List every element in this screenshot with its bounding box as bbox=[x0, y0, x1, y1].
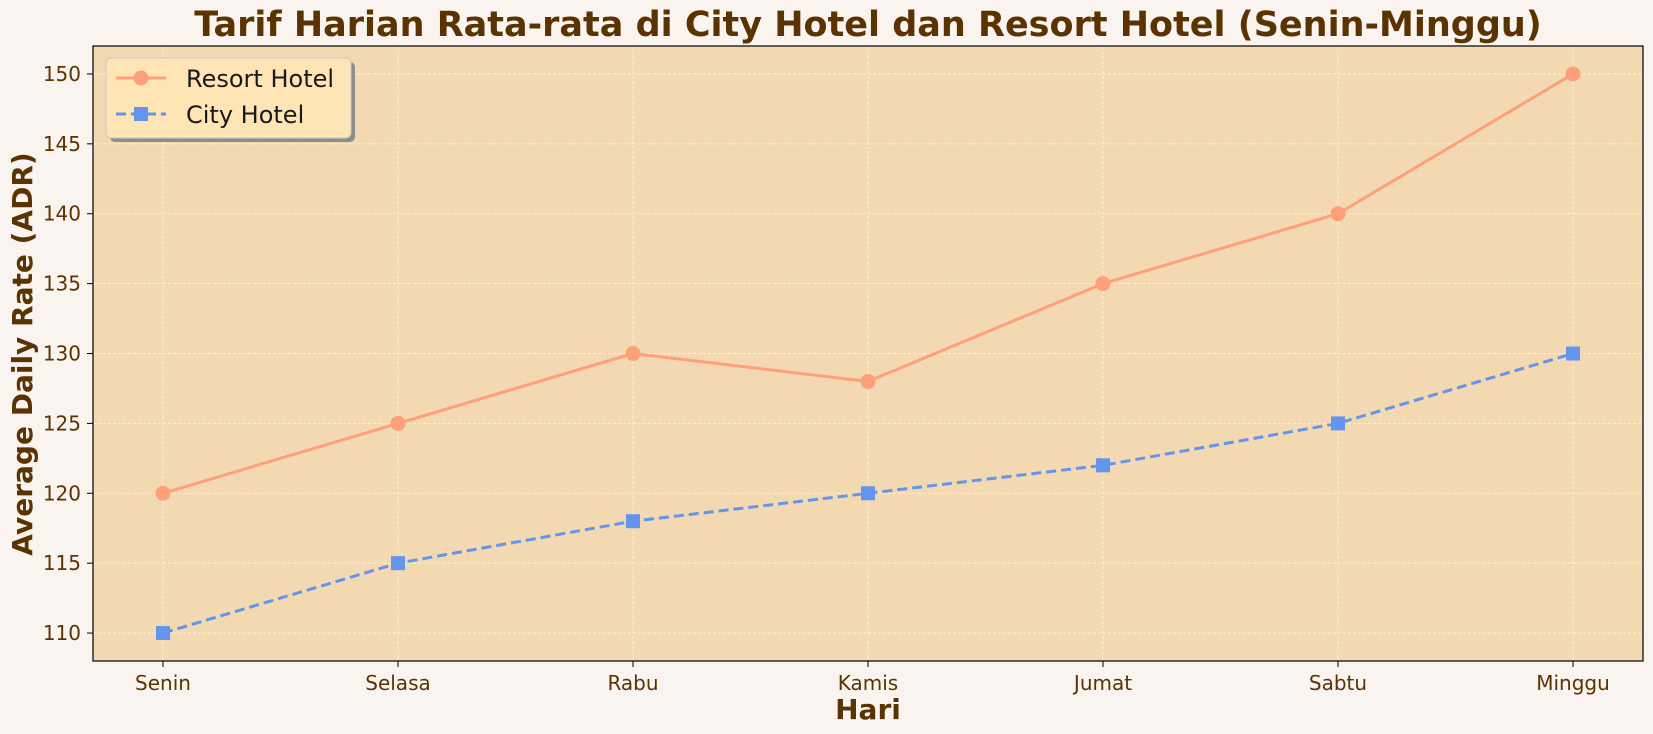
y-tick-label: 140 bbox=[43, 202, 81, 226]
x-tick-label: Minggu bbox=[1536, 671, 1610, 695]
data-point-city-hotel bbox=[1331, 416, 1345, 431]
y-tick-label: 130 bbox=[43, 342, 81, 366]
data-point-resort-hotel bbox=[390, 415, 406, 431]
chart-title: Tarif Harian Rata-rata di City Hotel dan… bbox=[194, 5, 1542, 45]
x-axis-ticks: Senin Selasa Rabu Kamis Jumat Sabtu Minggu bbox=[135, 661, 1610, 695]
data-point-city-hotel bbox=[1096, 458, 1110, 473]
x-tick-label: Jumat bbox=[1072, 671, 1132, 695]
data-point-city-hotel bbox=[156, 626, 170, 641]
data-point-resort-hotel bbox=[1095, 276, 1111, 292]
data-point-city-hotel bbox=[861, 486, 875, 501]
legend-resort-label: Resort Hotel bbox=[186, 65, 334, 93]
y-tick-label: 120 bbox=[43, 481, 81, 505]
y-tick-label: 135 bbox=[43, 272, 81, 296]
series-resort-hotel bbox=[155, 66, 1581, 501]
data-point-city-hotel bbox=[1566, 346, 1580, 361]
y-tick-label: 150 bbox=[43, 62, 81, 86]
y-tick-label: 145 bbox=[43, 132, 81, 156]
x-axis-label: Hari bbox=[835, 693, 901, 726]
series-layer bbox=[155, 66, 1581, 641]
x-tick-label: Sabtu bbox=[1309, 671, 1367, 695]
data-point-resort-hotel bbox=[155, 485, 171, 501]
legend-city-label: City Hotel bbox=[186, 101, 304, 129]
y-tick-label: 125 bbox=[43, 411, 81, 435]
x-tick-label: Rabu bbox=[607, 671, 658, 695]
data-point-city-hotel bbox=[391, 556, 405, 571]
x-tick-label: Senin bbox=[135, 671, 191, 695]
data-point-resort-hotel bbox=[860, 373, 876, 389]
legend: Resort Hotel City Hotel bbox=[105, 57, 355, 142]
legend-resort-marker bbox=[133, 70, 149, 86]
y-axis-label: Average Daily Rate (ADR) bbox=[6, 152, 39, 555]
x-tick-label: Kamis bbox=[838, 671, 898, 695]
data-point-city-hotel bbox=[626, 514, 640, 529]
series-city-hotel bbox=[156, 346, 1580, 641]
x-tick-label: Selasa bbox=[365, 671, 431, 695]
data-point-resort-hotel bbox=[1330, 206, 1346, 222]
data-point-resort-hotel bbox=[625, 346, 641, 361]
y-tick-label: 110 bbox=[43, 621, 81, 645]
legend-box bbox=[105, 57, 352, 139]
data-point-resort-hotel bbox=[1565, 66, 1581, 82]
y-tick-label: 115 bbox=[43, 551, 81, 575]
legend-city-marker bbox=[134, 107, 148, 121]
y-axis-ticks: 110 115 120 125 130 135 140 145 150 bbox=[43, 62, 93, 645]
